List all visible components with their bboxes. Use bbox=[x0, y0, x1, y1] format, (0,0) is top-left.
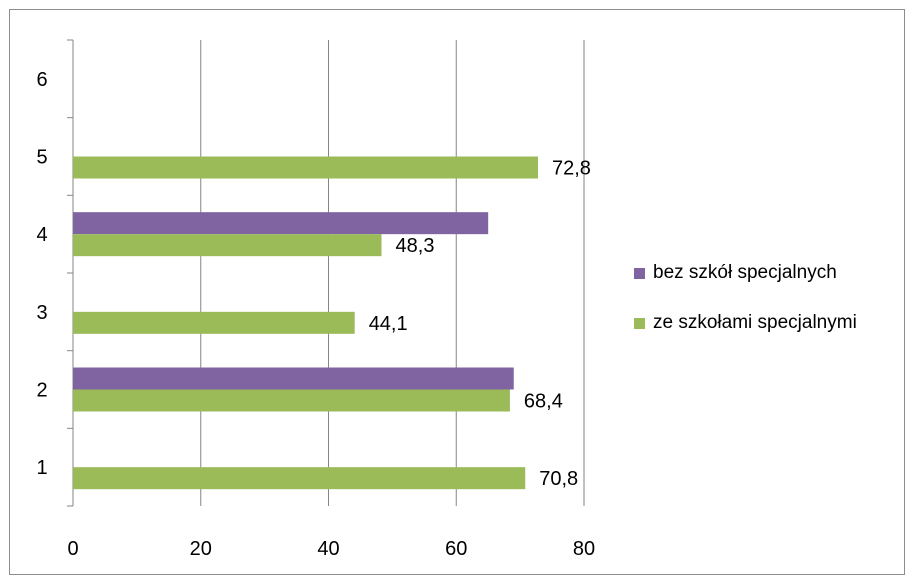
data-label-series2-cat5: 72,8 bbox=[552, 158, 591, 180]
data-label-series2-cat1: 70,8 bbox=[539, 468, 578, 490]
x-tick-label-80: 80 bbox=[573, 538, 595, 560]
legend-item-bez: bez szkół specjalnych bbox=[634, 262, 857, 284]
y-tick-label-5: 5 bbox=[36, 147, 47, 169]
legend-label-ze: ze szkołami specjalnymi bbox=[653, 312, 857, 333]
x-tick-label-60: 60 bbox=[445, 538, 467, 560]
bar-series1-cat2 bbox=[73, 367, 514, 390]
y-tick-label-6: 6 bbox=[36, 69, 47, 91]
bar-series2-cat5 bbox=[73, 156, 539, 179]
data-label-series2-cat2: 68,4 bbox=[524, 391, 563, 413]
data-label-series2-cat3: 44,1 bbox=[369, 313, 408, 335]
bar-series2-cat3 bbox=[73, 311, 355, 334]
y-tick-label-2: 2 bbox=[36, 380, 47, 402]
x-tick-label-0: 0 bbox=[67, 538, 78, 560]
legend-label-bez: bez szkół specjalnych bbox=[653, 262, 837, 283]
bar-series2-cat2 bbox=[73, 389, 510, 412]
bar-series2-cat1 bbox=[73, 467, 526, 490]
x-tick-label-40: 40 bbox=[317, 538, 339, 560]
legend-item-ze: ze szkołami specjalnymi bbox=[634, 312, 857, 334]
y-tick-label-4: 4 bbox=[36, 224, 47, 246]
chart-legend: bez szkół specjalnych ze szkołami specja… bbox=[634, 262, 857, 362]
bar-series2-cat4 bbox=[73, 234, 382, 257]
legend-swatch-ze bbox=[634, 317, 645, 329]
y-tick-label-3: 3 bbox=[36, 302, 47, 324]
legend-swatch-bez bbox=[634, 267, 645, 279]
data-label-series2-cat4: 48,3 bbox=[396, 235, 435, 257]
bar-series1-cat4 bbox=[73, 212, 489, 235]
x-tick-label-20: 20 bbox=[190, 538, 212, 560]
y-tick-label-1: 1 bbox=[36, 457, 47, 479]
